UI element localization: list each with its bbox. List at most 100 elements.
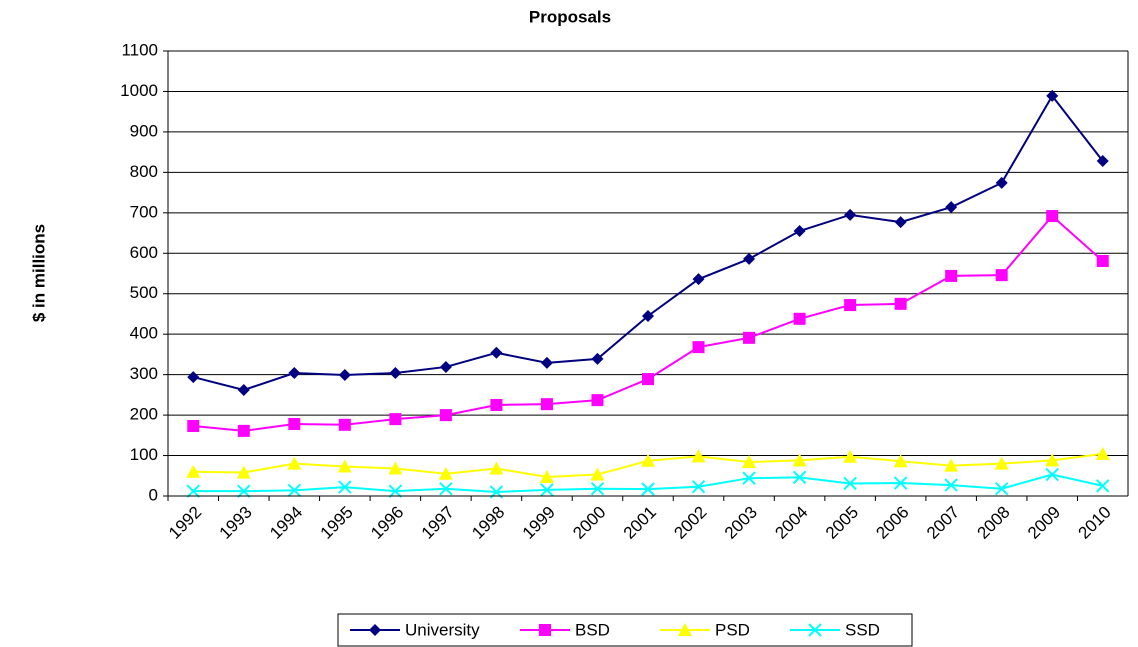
x-tick-label: 1996	[367, 503, 407, 543]
y-tick-label: 200	[130, 405, 158, 424]
marker	[287, 456, 302, 470]
x-tick-label: 2000	[569, 503, 609, 543]
marker	[489, 461, 504, 475]
marker	[678, 623, 692, 636]
marker	[642, 373, 654, 386]
marker	[287, 483, 302, 498]
x-tick-label: 2007	[923, 503, 963, 543]
x-tick-label: 2002	[670, 503, 710, 543]
marker	[338, 369, 351, 382]
legend-label: University	[405, 620, 480, 639]
x-tick-label: 2005	[822, 503, 862, 543]
marker	[691, 449, 706, 463]
marker	[540, 356, 553, 369]
series-line	[193, 94, 1104, 392]
marker	[743, 331, 756, 344]
x-tick-label: 2010	[1075, 503, 1115, 543]
x-tick-label: 1992	[165, 503, 205, 543]
marker	[894, 216, 907, 229]
marker	[945, 201, 958, 214]
marker	[994, 456, 1009, 470]
x-tick-label: 2003	[721, 503, 761, 543]
y-tick-label: 600	[130, 243, 158, 262]
y-tick-label: 800	[130, 162, 158, 181]
y-axis-label: $ in millions	[29, 224, 48, 322]
marker	[288, 417, 301, 430]
marker	[338, 418, 351, 431]
y-tick-label: 300	[130, 364, 158, 383]
marker	[843, 476, 857, 491]
marker	[388, 461, 403, 475]
marker	[944, 458, 959, 472]
x-tick-label: 1999	[519, 503, 559, 543]
marker	[439, 360, 452, 373]
marker	[944, 478, 958, 492]
marker	[236, 465, 251, 479]
marker	[792, 470, 807, 485]
x-tick-label: 1998	[468, 503, 508, 543]
x-tick-label: 1997	[418, 503, 458, 543]
marker	[808, 623, 822, 637]
marker	[743, 252, 756, 265]
marker	[490, 398, 503, 411]
y-tick-label: 1100	[121, 40, 158, 59]
y-tick-label: 500	[130, 283, 158, 302]
marker	[187, 371, 200, 384]
marker	[642, 309, 654, 322]
x-tick-label: 1993	[216, 503, 256, 543]
marker	[1096, 479, 1110, 493]
marker	[742, 471, 756, 485]
marker	[439, 409, 452, 422]
marker	[338, 480, 352, 494]
marker	[186, 464, 201, 478]
marker	[641, 453, 655, 467]
x-tick-label: 2004	[771, 503, 811, 543]
series-line	[193, 214, 1104, 432]
marker	[591, 352, 604, 365]
marker	[539, 469, 554, 483]
marker	[641, 482, 655, 496]
marker	[1046, 210, 1059, 223]
marker	[945, 269, 958, 282]
marker	[237, 484, 251, 498]
y-tick-label: 100	[130, 445, 158, 464]
y-tick-label: 0	[149, 485, 158, 504]
marker	[439, 482, 453, 496]
marker	[337, 459, 352, 473]
legend-label: SSD	[845, 620, 880, 639]
marker	[1045, 453, 1060, 467]
x-tick-label: 1995	[317, 503, 357, 543]
marker	[490, 346, 503, 359]
marker	[742, 455, 757, 469]
marker	[894, 297, 907, 310]
x-tick-label: 1994	[266, 503, 306, 543]
marker	[1045, 467, 1059, 482]
marker	[389, 413, 402, 426]
marker	[388, 484, 403, 498]
marker	[995, 269, 1008, 282]
y-tick-label: 400	[130, 324, 158, 343]
marker	[187, 420, 200, 433]
marker	[237, 424, 250, 437]
marker	[186, 484, 200, 498]
marker	[237, 384, 250, 397]
marker	[691, 479, 706, 494]
marker	[540, 483, 554, 497]
marker	[893, 454, 908, 468]
marker	[793, 225, 806, 238]
legend-label: PSD	[715, 620, 750, 639]
marker	[844, 299, 857, 312]
x-tick-label: 2001	[620, 503, 660, 543]
legend-label: BSD	[575, 620, 610, 639]
marker	[692, 273, 705, 286]
marker	[539, 624, 551, 636]
marker	[793, 312, 806, 325]
x-tick-label: 2006	[872, 503, 912, 543]
marker	[994, 482, 1009, 496]
x-tick-label: 2008	[974, 503, 1014, 543]
marker	[591, 394, 604, 407]
marker	[893, 476, 908, 490]
marker	[540, 398, 553, 411]
marker	[438, 466, 453, 480]
y-tick-label: 900	[130, 121, 158, 140]
